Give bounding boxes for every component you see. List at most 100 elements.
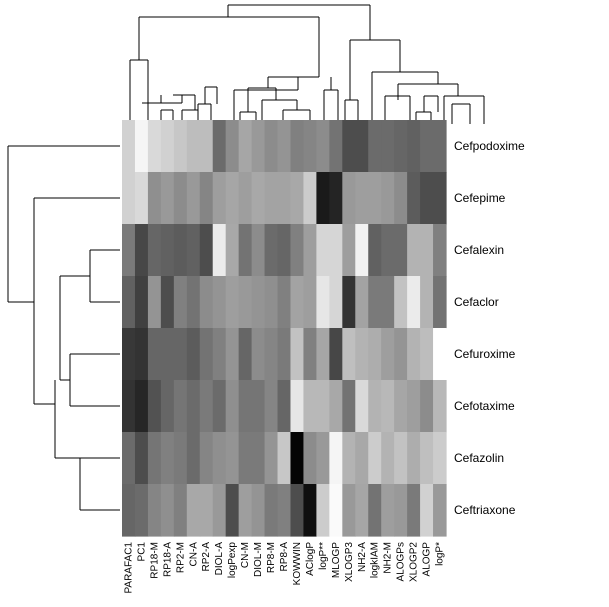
heatmap-cell	[160, 432, 175, 485]
heatmap-cell	[316, 484, 330, 537]
column-label: logkIAM	[370, 542, 381, 578]
heatmap-cell	[212, 224, 227, 277]
heatmap-cell	[303, 432, 317, 485]
heatmap-cell	[134, 432, 149, 485]
heatmap-cell	[186, 328, 201, 381]
column-label: logPexp	[227, 542, 238, 579]
heatmap-cell	[420, 432, 434, 485]
heatmap-cell	[277, 380, 292, 433]
heatmap-cell	[303, 172, 317, 225]
heatmap-cell	[199, 172, 214, 225]
column-labels: PARAFAC1 PC1 RP18-M RP18-A RP2-M CN-A RP2-A DIO…	[123, 542, 445, 594]
column-label: MLOGP	[331, 542, 342, 578]
heatmap-cell	[342, 484, 356, 537]
heatmap-cell	[394, 172, 408, 225]
column-label: RP18-A	[162, 542, 173, 577]
heatmap-cell	[212, 328, 227, 381]
heatmap-cell	[433, 380, 447, 433]
heatmap-cell	[277, 432, 292, 485]
row-label: Cefotaxime	[454, 399, 515, 413]
heatmap-cell	[316, 224, 330, 277]
heatmap-cell	[316, 432, 330, 485]
column-label: PC1	[136, 542, 147, 562]
heatmap-cell	[134, 120, 149, 173]
heatmap-cell	[212, 276, 227, 329]
heatmap-cell	[186, 276, 201, 329]
heatmap-cell	[303, 224, 317, 277]
heatmap-cell	[381, 120, 395, 173]
heatmap-cell	[199, 432, 214, 485]
heatmap-cell	[264, 380, 279, 433]
heatmap-cell	[186, 224, 201, 277]
heatmap-cell	[420, 380, 434, 433]
heatmap-cell	[407, 484, 421, 537]
heatmap-cell	[122, 484, 136, 537]
heatmap-cell	[147, 328, 162, 381]
heatmap-cell	[407, 328, 421, 381]
heatmap-cell	[329, 172, 343, 225]
heatmap-cell	[277, 172, 292, 225]
heatmap-cell	[433, 172, 447, 225]
heatmap-cell	[303, 276, 317, 329]
heatmap-cell	[147, 484, 162, 537]
heatmap-cell	[355, 328, 369, 381]
heatmap-cell	[316, 172, 330, 225]
heatmap-cell	[173, 380, 188, 433]
heatmap-cell	[251, 484, 266, 537]
heatmap-cell	[264, 432, 279, 485]
heatmap-cell	[173, 432, 188, 485]
heatmap-cell	[394, 120, 408, 173]
heatmap-cell	[420, 172, 434, 225]
column-label: RP2-A	[201, 542, 212, 572]
heatmap-cell	[316, 120, 330, 173]
heatmap-cell	[368, 276, 382, 329]
column-label: RP2-M	[175, 542, 186, 573]
heatmap-cell	[277, 224, 292, 277]
heatmap-cell	[407, 120, 421, 173]
heatmap-cells	[122, 120, 447, 537]
heatmap-cell	[134, 276, 149, 329]
heatmap-cell	[420, 484, 434, 537]
heatmap-cell	[368, 224, 382, 277]
heatmap-cell	[355, 120, 369, 173]
row-label: Cefalexin	[454, 243, 504, 257]
heatmap-cell	[238, 276, 253, 329]
heatmap-cell	[342, 328, 356, 381]
row-label: Cefepime	[454, 191, 506, 205]
heatmap-cell	[303, 484, 317, 537]
heatmap-cell	[264, 120, 279, 173]
heatmap-cell	[316, 328, 330, 381]
heatmap-cell	[238, 380, 253, 433]
heatmap-cell	[225, 432, 240, 485]
column-label: logP**	[318, 542, 329, 570]
heatmap-cell	[251, 172, 266, 225]
heatmap-cell	[290, 224, 305, 277]
heatmap-cell	[160, 484, 175, 537]
heatmap-cell	[238, 120, 253, 173]
heatmap-cell	[173, 224, 188, 277]
heatmap-cell	[290, 432, 305, 485]
heatmap-cell	[277, 276, 292, 329]
heatmap-cell	[160, 224, 175, 277]
heatmap-cell	[407, 380, 421, 433]
heatmap-cell	[122, 224, 136, 277]
heatmap-cell	[147, 172, 162, 225]
heatmap-cell	[433, 432, 447, 485]
heatmap-cell	[264, 328, 279, 381]
heatmap-cell	[186, 380, 201, 433]
heatmap-cell	[342, 172, 356, 225]
heatmap-cell	[407, 172, 421, 225]
heatmap-cell	[420, 276, 434, 329]
heatmap-cell	[342, 432, 356, 485]
heatmap-cell	[303, 120, 317, 173]
heatmap-cell	[433, 484, 447, 537]
heatmap-cell	[122, 172, 136, 225]
column-label: NH2-M	[383, 542, 394, 574]
heatmap-cell	[212, 120, 227, 173]
heatmap-cell	[316, 276, 330, 329]
heatmap-cell	[186, 172, 201, 225]
heatmap-cell	[394, 432, 408, 485]
heatmap-cell	[199, 120, 214, 173]
heatmap-cell	[238, 224, 253, 277]
heatmap-cell	[368, 328, 382, 381]
